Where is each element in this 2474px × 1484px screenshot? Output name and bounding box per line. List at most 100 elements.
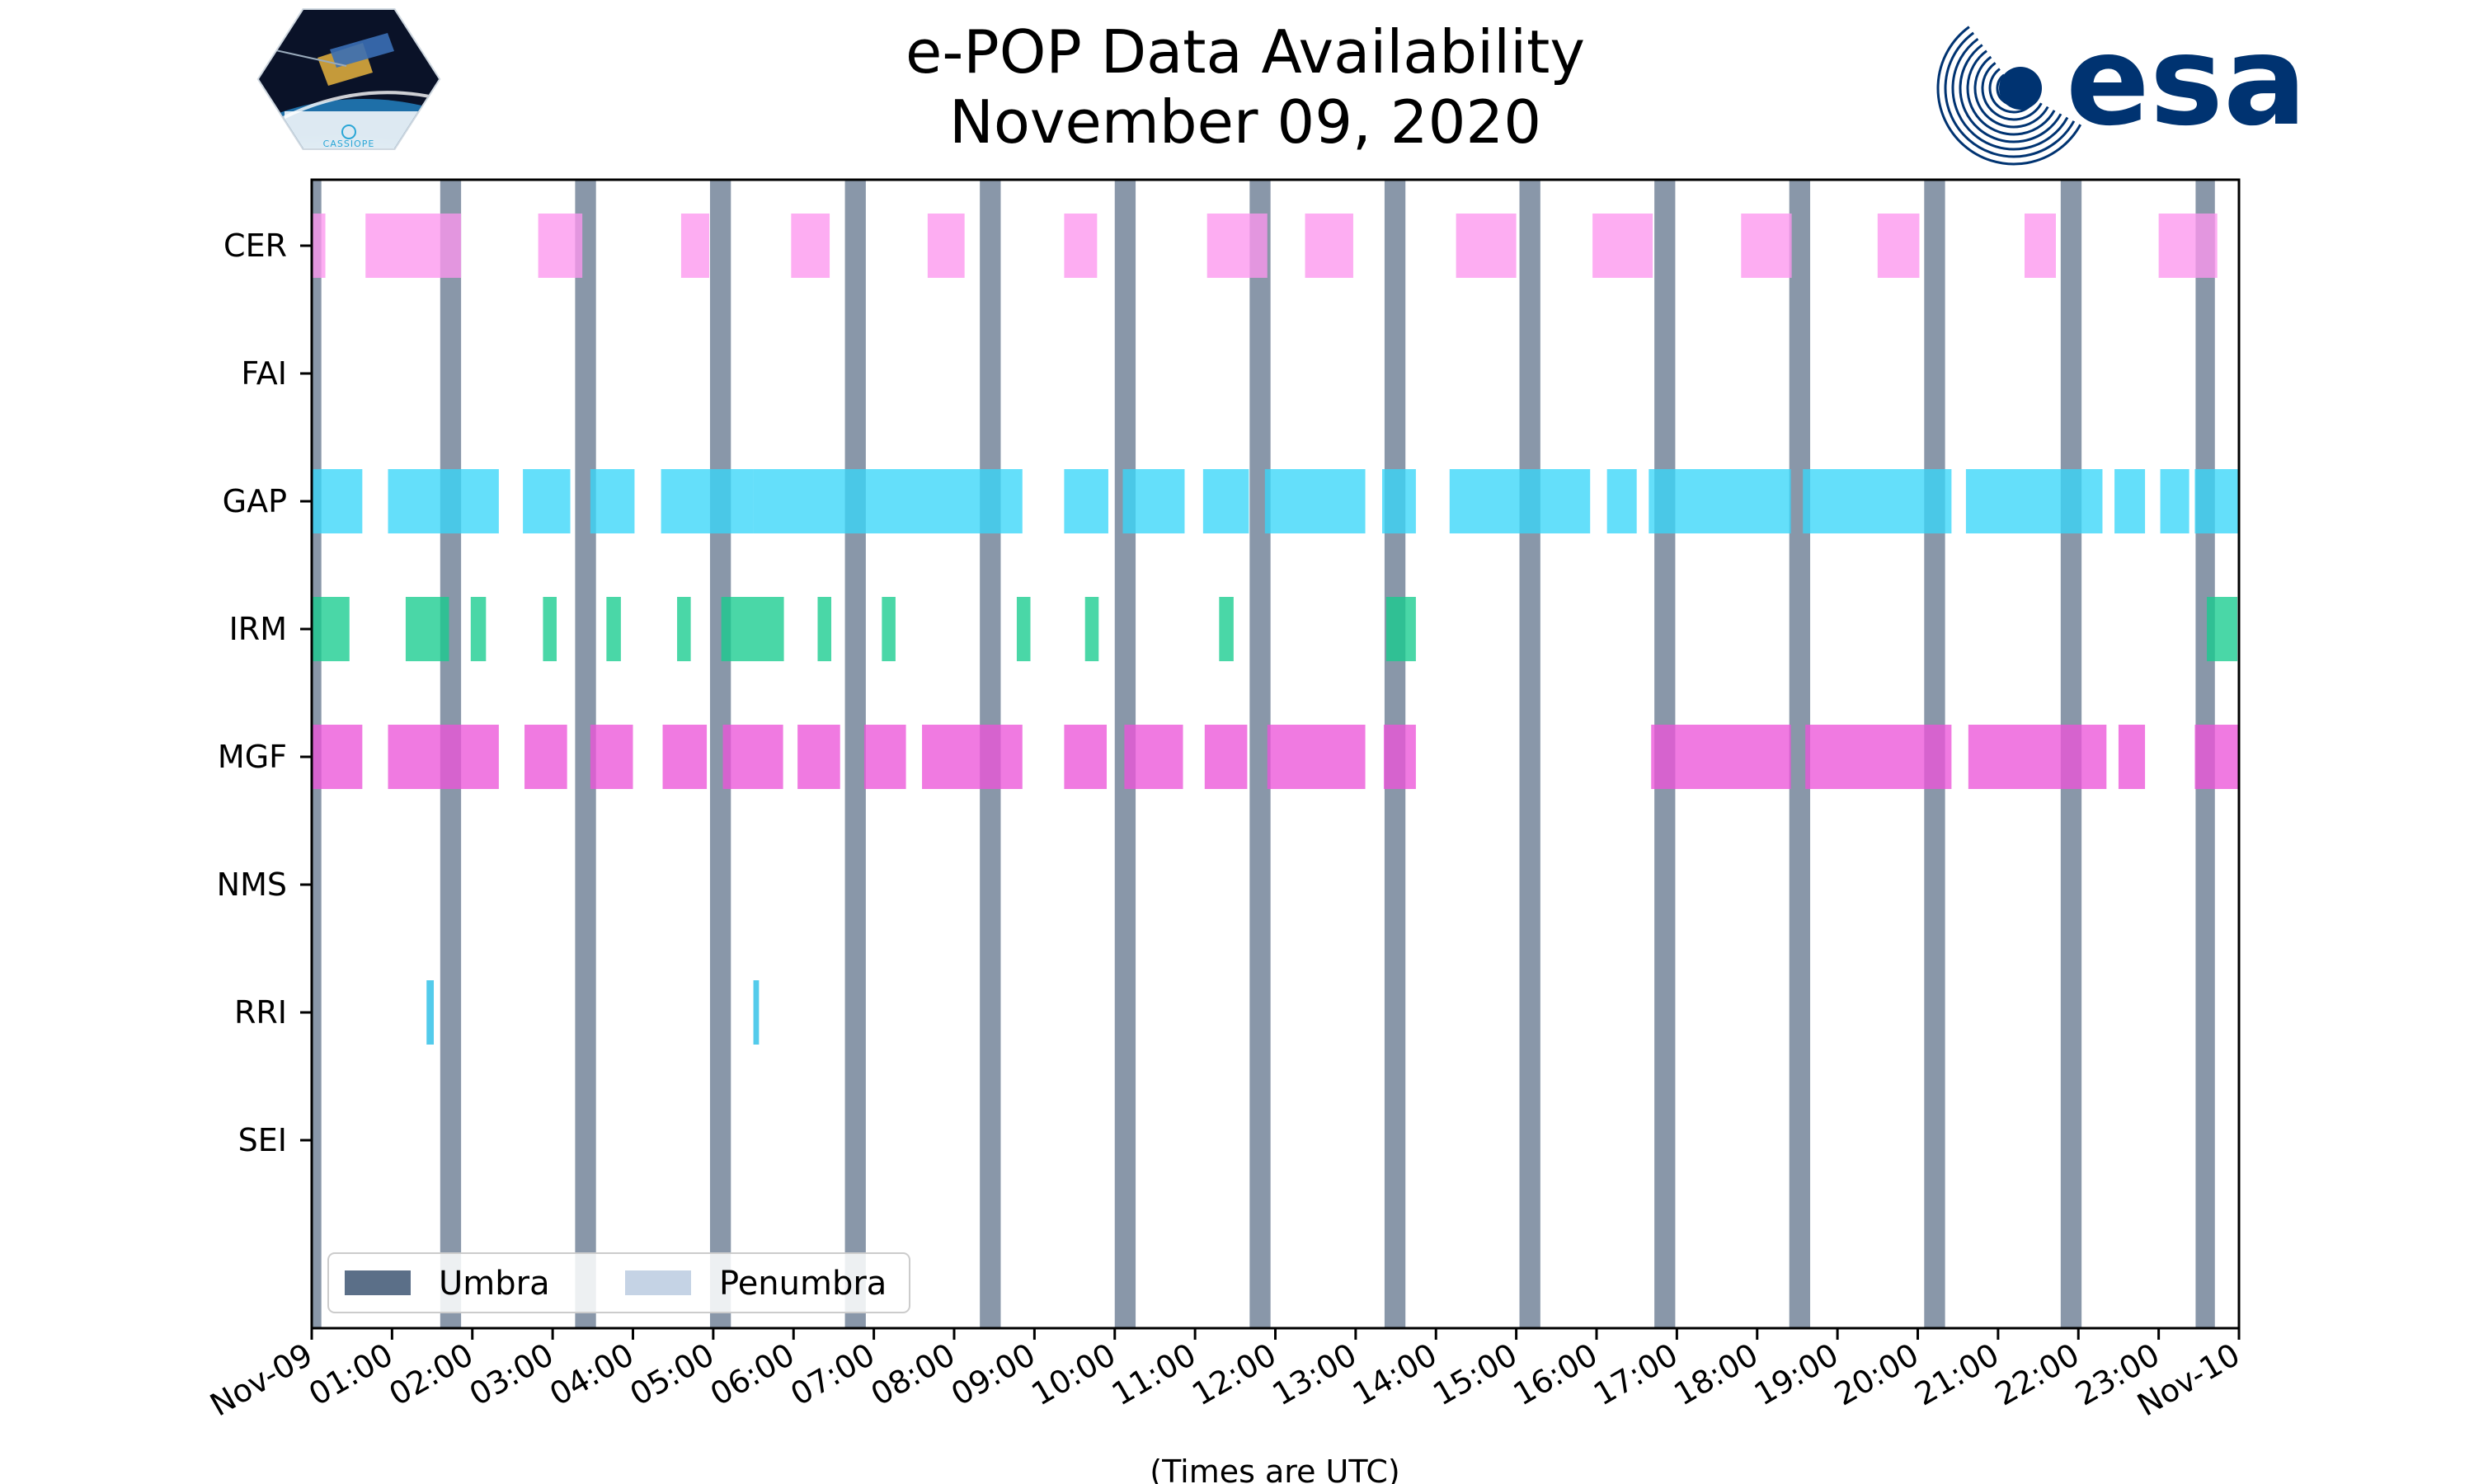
bar-mgf-15	[1805, 725, 1952, 789]
bar-gap-15	[1965, 469, 2103, 533]
legend-box	[327, 1252, 910, 1313]
legend-penumbra-label: Penumbra	[719, 1265, 887, 1303]
bar-mgf-11	[1204, 725, 1248, 789]
bar-irm-1	[405, 597, 449, 661]
legend-umbra-label: Umbra	[439, 1265, 550, 1303]
bar-gap-16	[2114, 469, 2146, 533]
bar-gap-17	[2160, 469, 2189, 533]
esa-emblem-arc-7	[1944, 31, 2076, 158]
x-tick-label-3: 03:00	[463, 1336, 560, 1413]
bar-mgf-12	[1267, 725, 1366, 789]
esa-logo: esa	[1936, 10, 2307, 166]
bar-mgf-16	[1968, 725, 2107, 789]
x-tick-label-16: 16:00	[1507, 1336, 1604, 1413]
esa-emblem	[1936, 26, 2082, 166]
y-axis: CER FAI GAP IRM MGF NMS RRI SEI	[217, 228, 312, 1158]
plot-frame	[310, 178, 2241, 1330]
bar-gap-5	[753, 469, 1023, 533]
x-axis: Nov-0901:0002:0003:0004:0005:0006:0007:0…	[204, 1328, 2246, 1423]
x-tick-label-4: 04:00	[543, 1336, 640, 1413]
x-tick-label-18: 18:00	[1667, 1336, 1764, 1413]
chart-title-line1: e-POP Data Availability	[905, 17, 1585, 87]
esa-emblem-arc-6	[1951, 37, 2069, 151]
bar-irm-13	[2207, 597, 2238, 661]
esa-emblem-core	[1999, 67, 2042, 110]
chart-title-line2: November 09, 2020	[949, 87, 1541, 157]
bar-cer-6	[1064, 214, 1098, 278]
bar-mgf-0	[312, 725, 363, 789]
bar-gap-6	[1064, 469, 1108, 533]
bar-mgf-13	[1383, 725, 1416, 789]
bar-mgf-14	[1651, 725, 1791, 789]
bar-cer-3	[680, 214, 710, 278]
esa-emblem-arc-5	[1959, 44, 2062, 143]
bar-cer-12	[1877, 214, 1920, 278]
bar-mgf-6	[797, 725, 840, 789]
x-tick-label-8: 08:00	[865, 1336, 962, 1413]
bar-gap-4	[661, 469, 754, 533]
x-tick-label-12: 12:00	[1186, 1336, 1282, 1413]
x-tick-label-22: 22:00	[1989, 1336, 2086, 1413]
bar-mgf-1	[388, 725, 499, 789]
bar-mgf-3	[590, 725, 633, 789]
bar-cer-4	[791, 214, 830, 278]
bar-irm-7	[817, 597, 832, 661]
x-tick-label-10: 10:00	[1025, 1336, 1122, 1413]
bar-irm-8	[882, 597, 896, 661]
bar-gap-9	[1264, 469, 1366, 533]
availability-bars	[312, 214, 2239, 1045]
x-tick-label-7: 07:00	[784, 1336, 881, 1413]
y-tick-label-rri: RRI	[234, 994, 287, 1031]
bar-rri-1	[753, 980, 760, 1045]
bar-irm-3	[543, 597, 557, 661]
legend-umbra-swatch	[345, 1270, 411, 1295]
bar-gap-3	[590, 469, 635, 533]
esa-emblem-arc-2	[1981, 62, 2043, 121]
bar-cer-5	[927, 214, 965, 278]
bar-mgf-17	[2118, 725, 2146, 789]
bar-cer-7	[1206, 214, 1268, 278]
x-tick-label-11: 11:00	[1106, 1336, 1202, 1413]
bar-mgf-10	[1124, 725, 1183, 789]
x-tick-label-21: 21:00	[1909, 1336, 2006, 1413]
y-tick-label-nms: NMS	[217, 866, 287, 903]
bar-cer-9	[1456, 214, 1517, 278]
x-tick-label-14: 14:00	[1347, 1336, 1443, 1413]
bar-mgf-8	[922, 725, 1023, 789]
y-tick-label-sei: SEI	[238, 1122, 287, 1158]
bar-irm-0	[312, 597, 350, 661]
bar-irm-10	[1084, 597, 1099, 661]
bar-irm-6	[721, 597, 784, 661]
bar-gap-13	[1649, 469, 1791, 533]
y-tick-label-fai: FAI	[241, 355, 287, 392]
bar-gap-14	[1803, 469, 1952, 533]
bar-gap-11	[1449, 469, 1591, 533]
x-tick-label-13: 13:00	[1267, 1336, 1363, 1413]
bar-mgf-5	[722, 725, 783, 789]
esa-wordmark: esa	[2066, 10, 2307, 153]
bar-gap-7	[1122, 469, 1185, 533]
y-tick-label-gap: GAP	[223, 483, 287, 519]
bar-gap-1	[388, 469, 499, 533]
bar-gap-8	[1202, 469, 1249, 533]
bar-irm-12	[1385, 597, 1416, 661]
x-tick-label-2: 02:00	[383, 1336, 479, 1413]
bar-cer-11	[1741, 214, 1792, 278]
bar-gap-18	[2194, 469, 2239, 533]
bar-gap-0	[312, 469, 363, 533]
bar-cer-2	[538, 214, 583, 278]
bar-irm-11	[1219, 597, 1234, 661]
bar-irm-2	[470, 597, 487, 661]
y-tick-label-mgf: MGF	[218, 739, 287, 775]
y-tick-label-irm: IRM	[229, 611, 287, 647]
x-tick-label-0: Nov-09	[204, 1336, 318, 1424]
bar-cer-14	[2158, 214, 2218, 278]
x-tick-label-6: 06:00	[704, 1336, 801, 1413]
bar-irm-5	[677, 597, 691, 661]
legend: Umbra Penumbra	[327, 1252, 910, 1313]
bar-mgf-4	[662, 725, 708, 789]
x-tick-label-5: 05:00	[624, 1336, 721, 1413]
bar-cer-0	[312, 214, 326, 278]
x-tick-label-15: 15:00	[1427, 1336, 1523, 1413]
